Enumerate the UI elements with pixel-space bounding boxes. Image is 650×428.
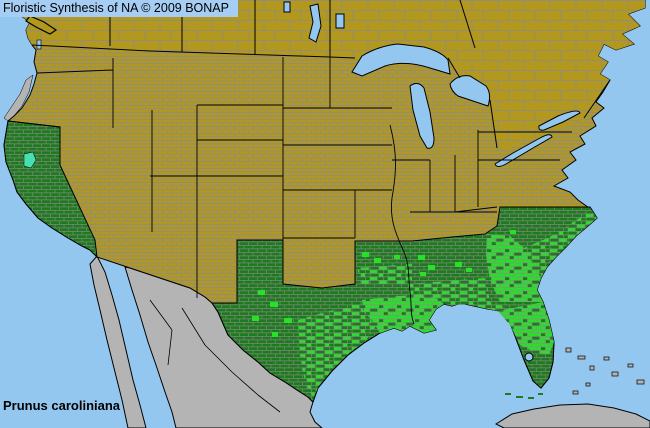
baja-california bbox=[89, 255, 147, 428]
county-overlay-georgia bbox=[486, 234, 543, 302]
canadian-lake bbox=[283, 1, 291, 13]
county-overlay-louisiana bbox=[362, 294, 444, 333]
county-overlay-carolina-coast bbox=[524, 210, 597, 278]
county-overlay-florida-panhandle bbox=[444, 302, 508, 318]
lake-michigan bbox=[409, 82, 435, 149]
lake-huron bbox=[449, 75, 491, 107]
lake-winnipeg bbox=[308, 3, 322, 43]
state-border-lines bbox=[7, 57, 572, 298]
scattered-present-counties bbox=[252, 230, 516, 337]
county-overlay-florida-peninsula bbox=[498, 302, 554, 355]
canada-region bbox=[0, 0, 645, 152]
county-overlay-south-arkansas bbox=[357, 264, 412, 284]
lake-ontario bbox=[538, 110, 581, 131]
great-lakes bbox=[283, 1, 581, 362]
us-canada-border-line bbox=[31, 44, 356, 59]
county-overlay-east-texas bbox=[298, 303, 376, 398]
mississippi-river-line bbox=[389, 124, 415, 325]
lake-manitoba bbox=[335, 13, 345, 29]
county-presence-overlays bbox=[298, 210, 597, 398]
vancouver-island bbox=[25, 15, 58, 35]
political-borders bbox=[7, 0, 611, 325]
county-overlay-gulf-ms-al bbox=[408, 278, 490, 305]
lake-superior bbox=[351, 43, 451, 77]
species-label: Prunus caroliniana bbox=[3, 398, 121, 413]
map-title: Floristic Synthesis of NA © 2009 BONAP bbox=[0, 0, 238, 17]
adventive-county-california bbox=[23, 151, 37, 169]
lake-erie bbox=[494, 134, 553, 167]
us-canada-border-east bbox=[447, 57, 611, 149]
mexico-state-borders bbox=[149, 299, 281, 413]
florida-keys bbox=[505, 393, 543, 399]
puget-sound-inlet bbox=[36, 39, 42, 50]
cuba-island bbox=[494, 403, 650, 428]
lake-okeechobee bbox=[524, 352, 534, 362]
bahamas-islands bbox=[565, 347, 645, 395]
pacific-shelf-strip bbox=[3, 74, 34, 122]
province-border-lines bbox=[109, 0, 476, 57]
